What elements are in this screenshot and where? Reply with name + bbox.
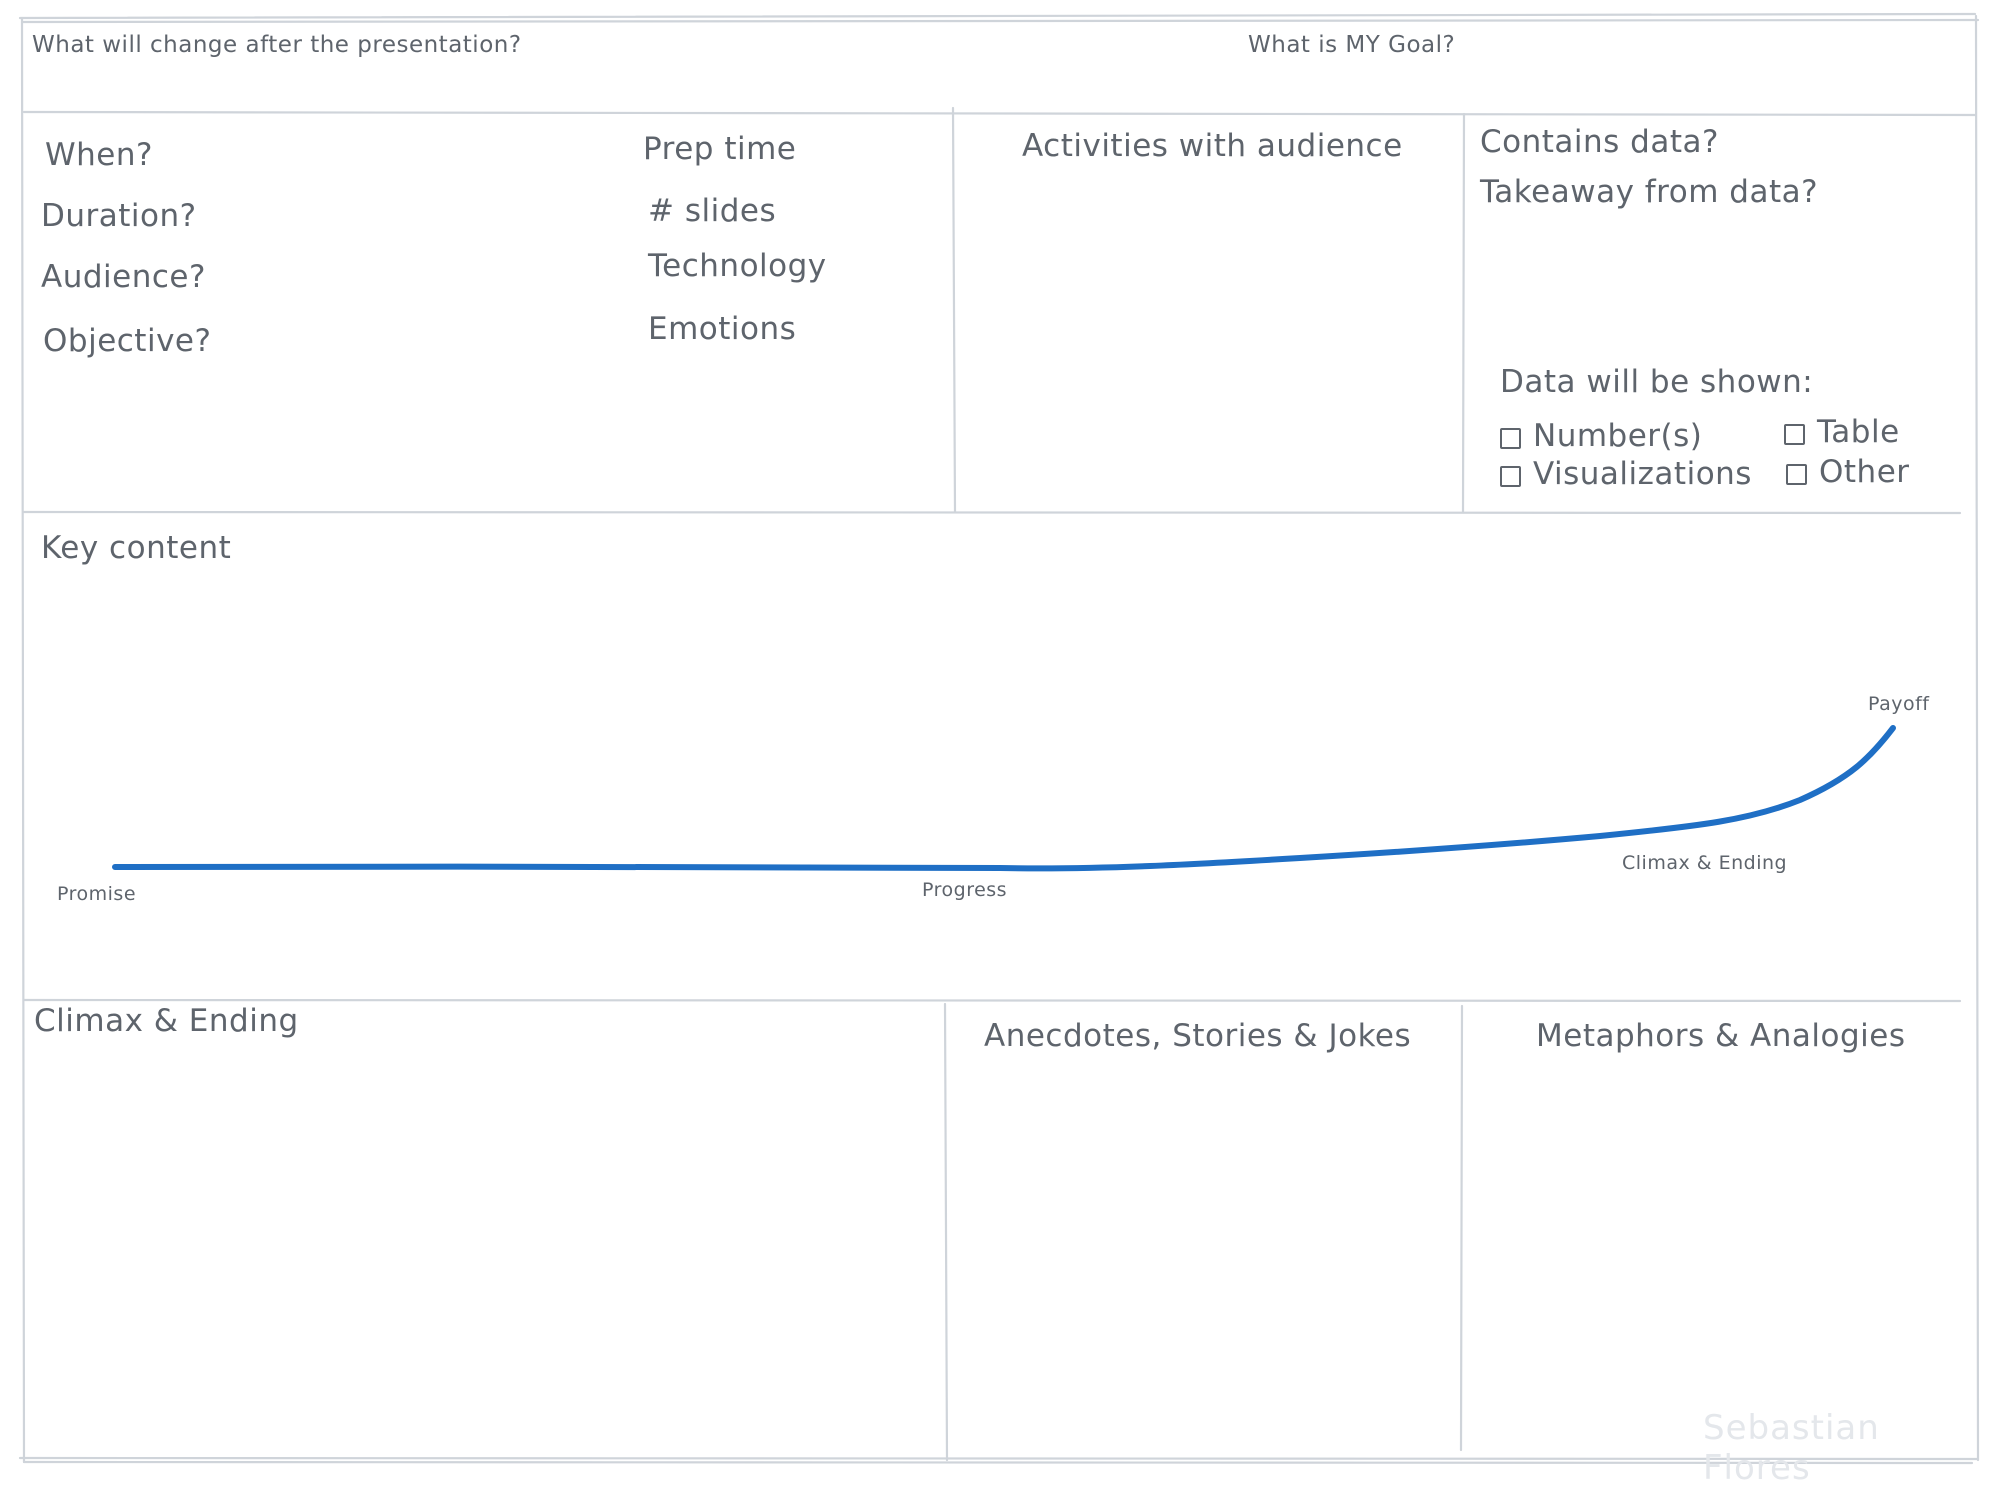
data-shown-label: Data will be shown: bbox=[1500, 364, 1814, 400]
checkbox-icon[interactable] bbox=[1500, 466, 1521, 487]
climax-ending-title: Climax & Ending bbox=[34, 1003, 299, 1039]
key-content-title: Key content bbox=[41, 530, 232, 566]
checkbox-icon[interactable] bbox=[1500, 428, 1521, 449]
option-table-label: Table bbox=[1817, 414, 1900, 450]
option-numbers-label: Number(s) bbox=[1533, 418, 1703, 454]
goal-question: What is MY Goal? bbox=[1248, 32, 1456, 58]
option-table[interactable]: Table bbox=[1784, 414, 1900, 450]
option-numbers[interactable]: Number(s) bbox=[1500, 418, 1702, 454]
promise-label: Promise bbox=[57, 883, 137, 905]
option-other-label: Other bbox=[1819, 454, 1910, 490]
payoff-label: Payoff bbox=[1868, 693, 1930, 715]
prep-time-label: Prep time bbox=[643, 131, 797, 167]
climax-label: Climax & Ending bbox=[1622, 852, 1788, 874]
option-visualizations[interactable]: Visualizations bbox=[1500, 456, 1752, 492]
option-visualizations-label: Visualizations bbox=[1533, 456, 1752, 492]
activities-title: Activities with audience bbox=[1022, 128, 1403, 164]
checkbox-icon[interactable] bbox=[1786, 464, 1807, 485]
emotions-label: Emotions bbox=[648, 311, 797, 347]
duration-label: Duration? bbox=[41, 198, 197, 234]
progress-label: Progress bbox=[922, 879, 1008, 901]
objective-label: Objective? bbox=[43, 323, 212, 359]
option-other[interactable]: Other bbox=[1786, 454, 1910, 490]
metaphors-title: Metaphors & Analogies bbox=[1536, 1018, 1906, 1054]
anecdotes-title: Anecdotes, Stories & Jokes bbox=[984, 1018, 1412, 1054]
author-credit: Sebastian Flores bbox=[1703, 1408, 1880, 1488]
slides-label: # slides bbox=[648, 193, 777, 229]
change-question: What will change after the presentation? bbox=[32, 32, 522, 58]
contains-data-label: Contains data? bbox=[1480, 124, 1719, 160]
audience-label: Audience? bbox=[41, 259, 206, 295]
technology-label: Technology bbox=[648, 248, 827, 284]
checkbox-icon[interactable] bbox=[1784, 424, 1805, 445]
story-arc-curve bbox=[112, 725, 1896, 872]
takeaway-label: Takeaway from data? bbox=[1480, 174, 1819, 210]
when-label: When? bbox=[45, 137, 153, 173]
